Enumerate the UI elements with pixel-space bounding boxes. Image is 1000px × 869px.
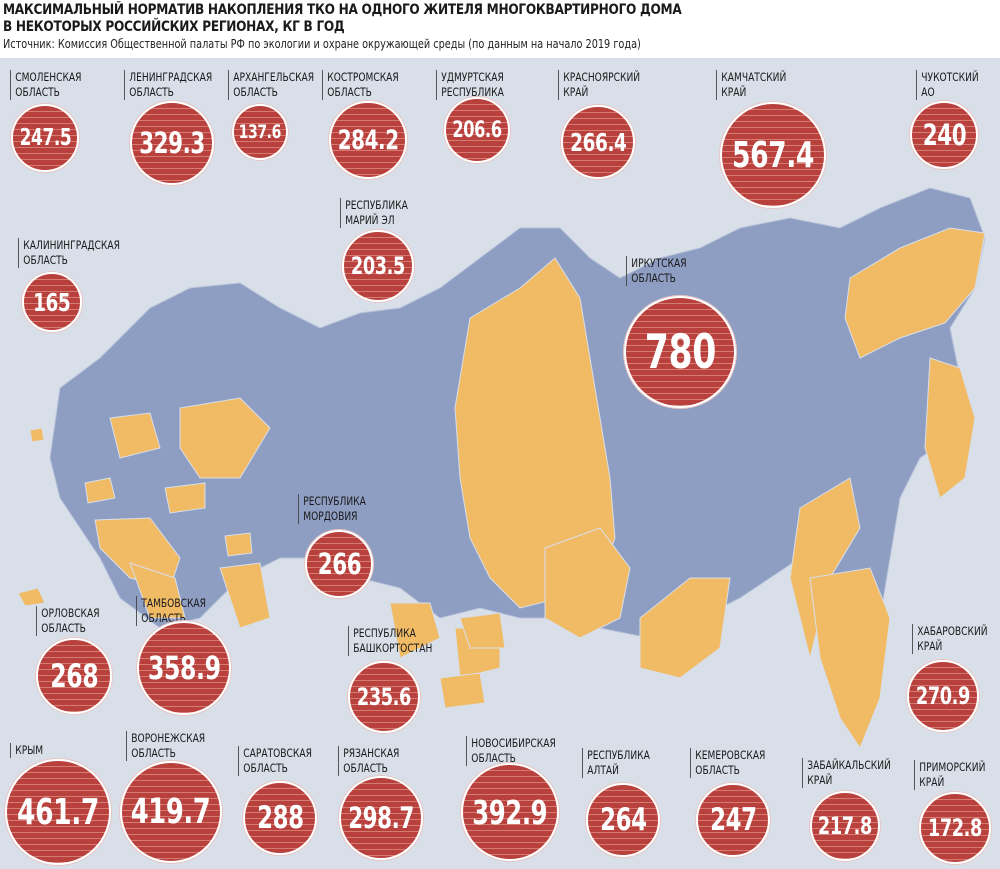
value-circle: 298.7 [339, 776, 423, 860]
region-name: ПРИМОРСКИЙ КРАЙ [914, 760, 985, 790]
value-circle: 284.2 [329, 101, 407, 179]
value-circle: 235.6 [348, 661, 420, 733]
value-circle: 567.4 [720, 102, 826, 208]
region-yamal [389, 602, 441, 659]
region-value: 137.6 [238, 121, 282, 143]
header: МАКСИМАЛЬНЫЙ НОРМАТИВ НАКОПЛЕНИЯ ТКО НА … [0, 0, 1000, 58]
value-circle: 266.4 [561, 105, 635, 179]
region-value: 165 [33, 287, 71, 317]
source-note: Источник: Комиссия Общественной палаты Р… [3, 37, 641, 51]
value-circle: 247 [696, 783, 770, 857]
region-value: 419.7 [131, 792, 211, 832]
value-circle: 137.6 [232, 104, 288, 160]
region-name: КРАСНОЯРСКИЙ КРАЙ [558, 70, 640, 100]
value-circle: 329.3 [130, 101, 214, 185]
region-crimea [17, 587, 46, 607]
region-value: 247.5 [19, 125, 71, 151]
region-value: 270.9 [916, 682, 970, 710]
region-name: РЕСПУБЛИКА МАРИЙ ЭЛ [340, 198, 408, 228]
value-circle: 780 [624, 296, 736, 408]
value-circle: 268 [36, 638, 112, 714]
title-line-2: В НЕКОТОРЫХ РОССИЙСКИХ РЕГИОНАХ, КГ В ГО… [3, 19, 345, 35]
region-value: 358.9 [147, 649, 221, 687]
region-name: ВОРОНЕЖСКАЯ ОБЛАСТЬ [126, 731, 205, 761]
region-leningrad [109, 412, 161, 459]
region-value: 298.7 [348, 801, 414, 835]
region-zabaikalsky [639, 577, 731, 679]
value-circle: 266 [305, 530, 373, 598]
region-name: ЗАБАЙКАЛЬСКИЙ КРАЙ [802, 758, 891, 788]
region-value: 172.8 [928, 814, 982, 842]
region-name: КОСТРОМСКАЯ ОБЛАСТЬ [322, 70, 399, 100]
region-value: 266 [317, 547, 361, 581]
region-name: ЛЕНИНГРАДСКАЯ ОБЛАСТЬ [124, 70, 212, 100]
region-altai [439, 672, 486, 709]
region-name: РЕСПУБЛИКА БАШКОРТОСТАН [348, 626, 432, 656]
region-value: 268 [49, 657, 99, 695]
region-value: 264 [599, 802, 647, 838]
region-name: УДМУРТСКАЯ РЕСПУБЛИКА [436, 70, 504, 100]
region-kamchatka [924, 357, 976, 499]
region-bashkortostan [219, 562, 271, 629]
region-name: СМОЛЕНСКАЯ ОБЛАСТЬ [10, 70, 81, 100]
highlighted-regions [17, 227, 986, 750]
value-circle: 461.7 [5, 759, 111, 865]
region-value: 567.4 [732, 134, 814, 176]
title-line-1: МАКСИМАЛЬНЫЙ НОРМАТИВ НАКОПЛЕНИЯ ТКО НА … [3, 2, 682, 18]
russia-map [17, 187, 986, 750]
value-circle: 165 [22, 272, 82, 332]
region-name: КАМЧАТСКИЙ КРАЙ [716, 70, 786, 100]
region-value: 461.7 [17, 791, 99, 833]
region-value: 284.2 [337, 124, 399, 156]
region-name: КАЛИНИНГРАДСКАЯ ОБЛАСТЬ [18, 238, 120, 268]
region-value: 288 [256, 800, 304, 836]
region-name: ХАБАРОВСКИЙ КРАЙ [912, 624, 988, 654]
region-value: 206.6 [452, 117, 502, 143]
value-circle: 358.9 [137, 621, 231, 715]
region-name: ИРКУТСКАЯ ОБЛАСТЬ [626, 256, 687, 286]
value-circle: 288 [243, 781, 317, 855]
region-name: САРАТОВСКАЯ ОБЛАСТЬ [238, 746, 312, 776]
region-kemerovo [459, 612, 506, 649]
value-circle: 392.9 [461, 763, 559, 861]
value-circle: 419.7 [120, 761, 222, 863]
region-primorsky [809, 567, 891, 750]
value-circle: 264 [586, 783, 660, 857]
region-value: 329.3 [139, 126, 205, 160]
value-circle: 240 [910, 101, 978, 169]
region-kaliningrad [29, 427, 45, 443]
region-value: 266.4 [569, 127, 627, 157]
region-irkutsk [544, 527, 631, 639]
region-kostroma [164, 482, 206, 514]
value-circle: 217.8 [810, 791, 880, 861]
region-value: 392.9 [472, 792, 548, 832]
region-value: 247 [709, 802, 757, 838]
region-name: РЕСПУБЛИКА АЛТАЙ [582, 748, 650, 778]
value-circle: 270.9 [907, 660, 979, 732]
region-name: КРЫМ [10, 743, 43, 758]
region-name: ОРЛОВСКАЯ ОБЛАСТЬ [36, 606, 100, 636]
region-chukotka [844, 227, 986, 359]
region-value: 217.8 [818, 812, 872, 840]
value-circle: 172.8 [919, 792, 991, 864]
region-smolensk [84, 477, 116, 504]
region-name: НОВОСИБИРСКАЯ ОБЛАСТЬ [466, 736, 556, 766]
value-circle: 203.5 [342, 230, 414, 302]
region-name: РЕСПУБЛИКА МОРДОВИЯ [298, 494, 366, 524]
region-value: 240 [922, 118, 966, 152]
region-saratov [129, 562, 186, 619]
value-circle: 206.6 [444, 97, 510, 163]
value-circle: 247.5 [11, 104, 79, 172]
region-name: РЯЗАНСКАЯ ОБЛАСТЬ [338, 746, 399, 776]
region-name: КЕМЕРОВСКАЯ ОБЛАСТЬ [690, 748, 765, 778]
region-value: 780 [644, 324, 716, 380]
region-name: ЧУКОТСКИЙ АО [916, 70, 979, 100]
region-arkhangelsk [179, 397, 271, 479]
region-udmurtia [224, 532, 253, 557]
title: МАКСИМАЛЬНЫЙ НОРМАТИВ НАКОПЛЕНИЯ ТКО НА … [3, 2, 682, 36]
region-value: 203.5 [351, 252, 405, 280]
region-name: АРХАНГЕЛЬСКАЯ ОБЛАСТЬ [228, 70, 314, 100]
region-value: 235.6 [357, 683, 411, 711]
